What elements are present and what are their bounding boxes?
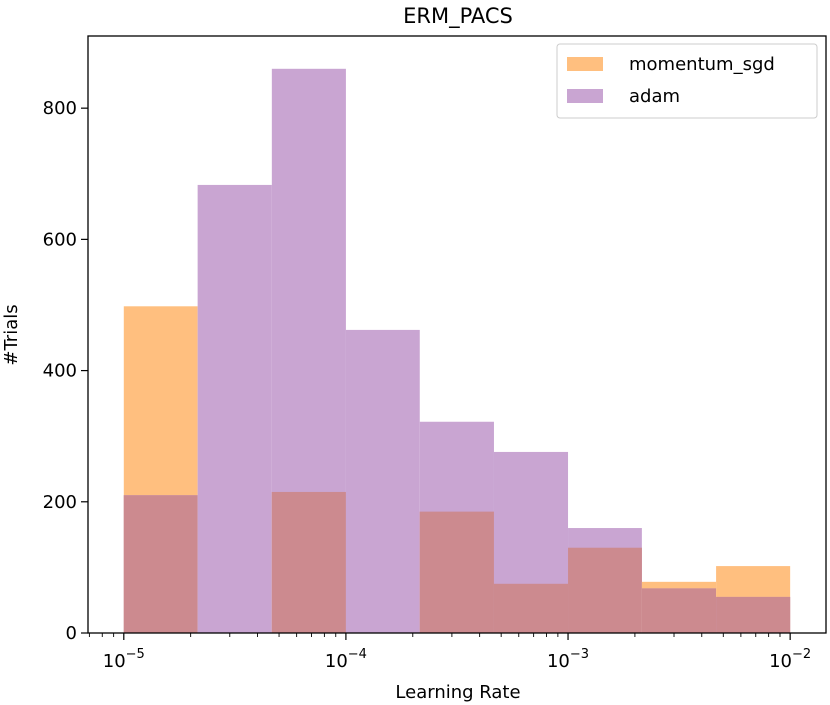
bars-layer: [123, 68, 791, 634]
y-tick-label: 600: [43, 229, 77, 250]
legend-label: momentum_sgd: [629, 54, 775, 75]
bar-overlap: [641, 588, 717, 633]
x-axis-label: Learning Rate: [395, 682, 520, 703]
legend-swatch: [567, 89, 603, 103]
bar-overlap: [271, 491, 346, 633]
x-tick-label: 10−4: [325, 647, 367, 672]
x-axis-ticks: 10−5 10−4 10−3 10−2: [88, 633, 811, 672]
bar-adam: [197, 184, 272, 633]
bar-overlap: [716, 596, 791, 633]
y-tick-label: 800: [43, 98, 77, 119]
x-tick-label: 10−5: [103, 647, 145, 672]
bar-overlap: [123, 495, 198, 633]
legend-label: adam: [629, 86, 680, 107]
bar-overlap: [419, 511, 494, 633]
bar-overlap: [493, 583, 569, 633]
legend-box: [556, 43, 818, 119]
x-tick-label: 10−3: [547, 647, 589, 672]
y-tick-label: 400: [43, 361, 77, 382]
y-tick-label: 0: [66, 623, 77, 644]
bar-adam: [345, 329, 420, 633]
chart-title: ERM_PACS: [403, 4, 513, 29]
legend-swatch: [567, 57, 603, 71]
y-axis-label: #Trials: [1, 304, 22, 365]
x-tick-label: 10−2: [769, 647, 811, 672]
plot-frame: [87, 35, 827, 634]
y-tick-label: 200: [43, 492, 77, 513]
y-axis-ticks: 0 200 400 600 800: [43, 98, 88, 644]
bar-overlap: [568, 547, 642, 633]
